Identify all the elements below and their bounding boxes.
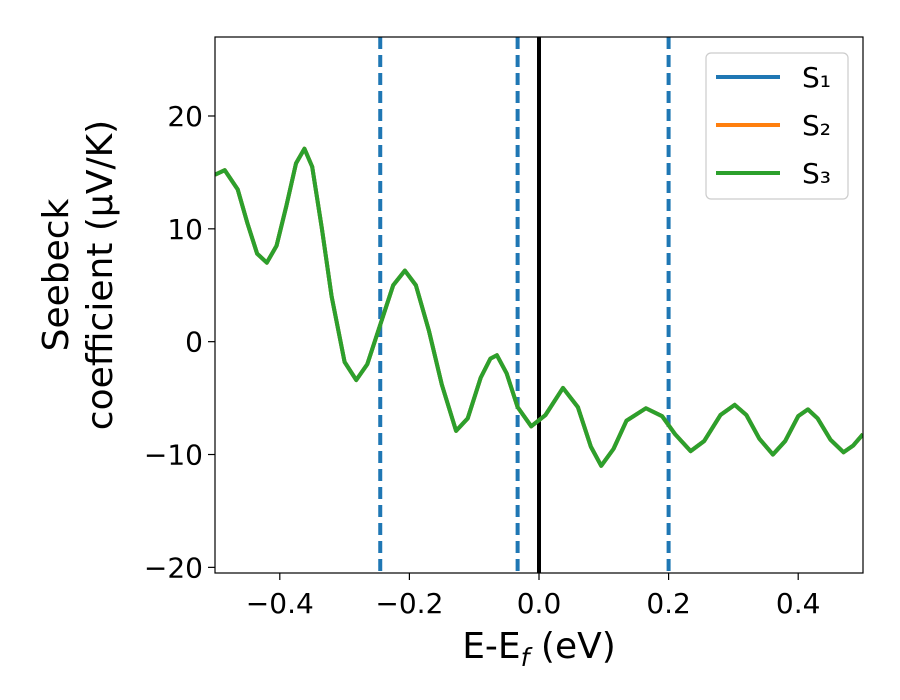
y-tick-label: 20 [167,100,203,133]
y-axis-label: Seebeck [36,198,77,351]
y-axis-label: coefficient (μV/K) [80,120,121,430]
y-tick-label: 10 [167,213,203,246]
legend-label: S₃ [802,157,831,190]
y-tick-label: −10 [144,439,203,472]
y-tick-label: 0 [185,326,203,359]
x-axis-label: E-Ef (eV) [462,626,616,672]
x-tick-label: 0.4 [776,587,821,620]
plot-area [215,37,863,573]
x-tick-label: 0.0 [517,587,562,620]
legend-label: S₁ [802,61,831,94]
x-label-main: E-E [462,626,520,667]
x-tick-label: 0.2 [646,587,691,620]
y-tick-label: −20 [144,551,203,584]
series-line [215,146,863,468]
x-tick-label: −0.4 [246,587,314,620]
x-tick-label: −0.2 [375,587,443,620]
legend-label: S₂ [802,109,831,142]
x-label-unit: (eV) [529,626,615,667]
